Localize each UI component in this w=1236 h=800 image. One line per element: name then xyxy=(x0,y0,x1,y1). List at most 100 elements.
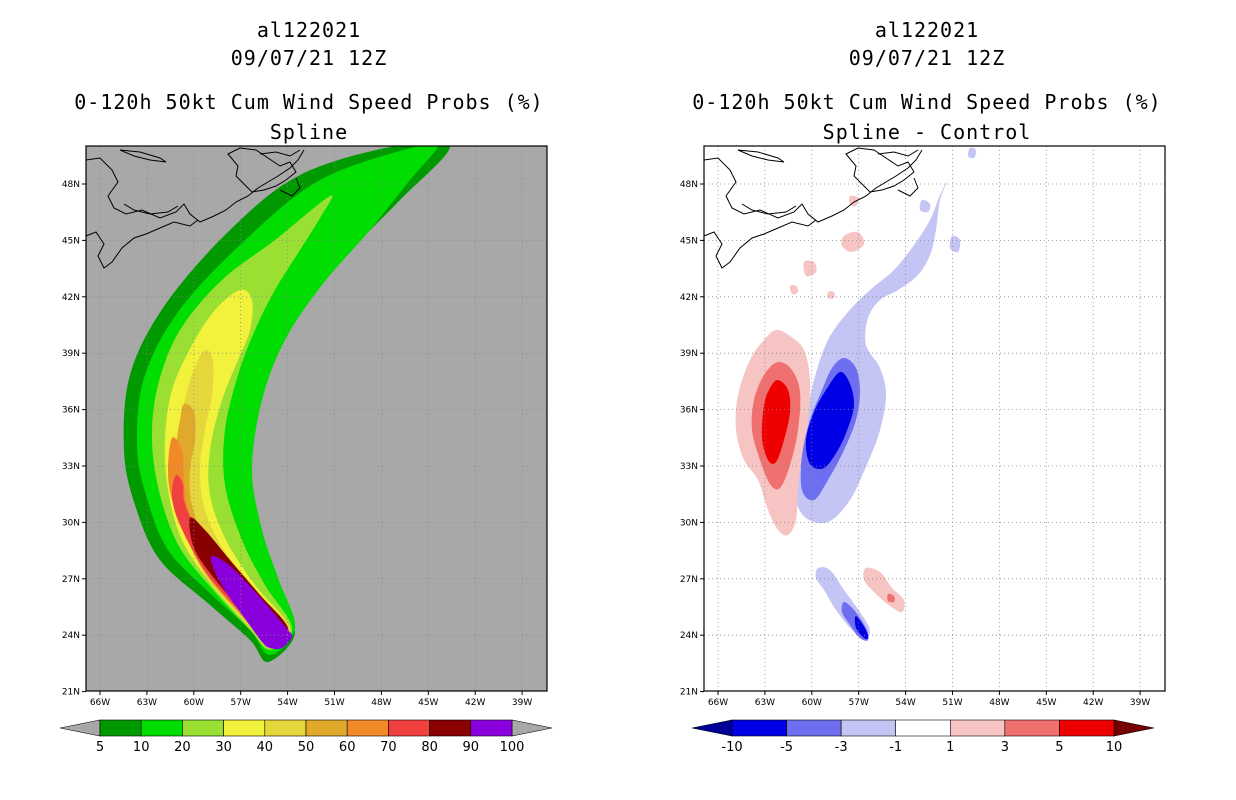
colorbar-swatch xyxy=(1059,719,1115,737)
lat-tick-label: 24N xyxy=(680,631,698,641)
coastline xyxy=(85,147,305,269)
colorbar-swatch xyxy=(388,719,430,737)
lat-tick-label: 39N xyxy=(680,349,698,359)
colorbar-swatch xyxy=(1004,719,1060,737)
lon-tick-label: 60W xyxy=(802,698,822,708)
lat-tick-label: 48N xyxy=(62,180,80,190)
chart-title: 0-120h 50kt Cum Wind Speed Probs (%) xyxy=(692,90,1162,114)
lon-tick-label: 48W xyxy=(989,698,1009,708)
lat-tick-label: 21N xyxy=(680,688,698,698)
lat-tick-label: 30N xyxy=(62,518,80,528)
coastline-segment xyxy=(119,149,167,163)
colorbar-label: 100 xyxy=(500,740,525,755)
lon-tick-label: 45W xyxy=(418,698,438,708)
left-panel: al122021 09/07/21 12Z 0-120h 50kt Cum Wi… xyxy=(59,18,553,755)
right-map: 48N 45N 42N 39N 36N 33N 30N 27N 24N 21N 66W 63W 60W 5… xyxy=(680,145,1166,755)
colorbar-label: 60 xyxy=(339,740,356,755)
colorbar-label: 70 xyxy=(380,740,397,755)
diff-pos-speck xyxy=(789,285,799,295)
colorbar-label: -5 xyxy=(780,740,793,755)
colorbar-end-low xyxy=(59,719,101,737)
coastline-segment xyxy=(897,177,919,197)
diff-neg-strong xyxy=(805,371,855,470)
lat-tick-label: 27N xyxy=(680,575,698,585)
colorbar-label: -3 xyxy=(835,740,848,755)
diff-neg-speck xyxy=(919,199,931,213)
colorbar-label: 10 xyxy=(133,740,150,755)
lon-tick-label: 63W xyxy=(137,698,157,708)
colorbar-label: 5 xyxy=(1055,740,1063,755)
colorbar: -10 -5 -3 -1 1 3 5 10 xyxy=(691,719,1155,755)
gridlines xyxy=(86,146,547,691)
colorbar-swatch xyxy=(305,719,348,737)
lat-tick-label: 42N xyxy=(62,293,80,303)
lon-tick-label: 48W xyxy=(371,698,391,708)
colorbar-label: 10 xyxy=(1106,740,1123,755)
lon-tick-label: 57W xyxy=(849,698,869,708)
colorbar-swatch xyxy=(264,719,307,737)
lon-tick-label: 39W xyxy=(1130,698,1150,708)
colorbar-swatch xyxy=(429,719,472,737)
colorbar-label: -10 xyxy=(721,740,742,755)
probability-contours xyxy=(123,146,451,663)
left-map: 48N 45N 42N 39N 36N 33N 30N 27N 24N 21N 66W 63W 60W 5… xyxy=(59,145,553,755)
chart-title: 0-120h 50kt Cum Wind Speed Probs (%) xyxy=(74,90,544,114)
map-frame xyxy=(85,145,548,692)
coastline-segment xyxy=(845,147,915,193)
colorbar-label: 1 xyxy=(946,740,954,755)
coastline-segment xyxy=(259,149,301,157)
lat-tick-label: 36N xyxy=(62,406,80,416)
lon-tick-label: 60W xyxy=(184,698,204,708)
diff-pos-speck xyxy=(803,260,817,277)
gridlines xyxy=(704,146,1165,691)
storm-id-title: al122021 xyxy=(874,18,980,42)
colorbar-label: -1 xyxy=(889,740,902,755)
colorbar-end-low xyxy=(691,719,733,737)
diff-pos-speck xyxy=(827,291,835,299)
prob-band-40 xyxy=(175,349,291,647)
colorbar-label: 90 xyxy=(463,740,480,755)
coastline-segment xyxy=(703,219,817,269)
storm-id-title: al122021 xyxy=(256,18,362,42)
lon-tick-label: 66W xyxy=(708,698,728,708)
colorbar-end-high xyxy=(1113,719,1155,737)
lat-tick-label: 42N xyxy=(680,293,698,303)
lat-tick-label: 48N xyxy=(680,180,698,190)
lon-tick-label: 51W xyxy=(324,698,344,708)
lat-tick-label: 30N xyxy=(680,518,698,528)
right-panel: al122021 09/07/21 12Z 0-120h 50kt Cum Wi… xyxy=(618,0,1236,800)
coastline-segment xyxy=(741,203,797,215)
lon-tick-label: 54W xyxy=(277,698,297,708)
colorbar-swatch xyxy=(182,719,224,737)
coastline-segment xyxy=(85,149,305,223)
lat-tick-label: 33N xyxy=(680,462,698,472)
colorbar-swatch xyxy=(346,719,389,737)
colorbar-label: 80 xyxy=(421,740,438,755)
lon-tick-label: 51W xyxy=(942,698,962,708)
coastline-segment xyxy=(279,177,301,197)
map-frame xyxy=(703,145,1166,692)
lat-tick-label: 33N xyxy=(62,462,80,472)
coastline xyxy=(703,147,923,269)
coastline-segment xyxy=(227,147,297,193)
axes: 48N 45N 42N 39N 36N 33N 30N 27N 24N 21N 66W 63W 60W 5… xyxy=(62,145,548,708)
colorbar-label: 50 xyxy=(298,740,315,755)
colorbar-label: 3 xyxy=(1001,740,1009,755)
axes: 48N 45N 42N 39N 36N 33N 30N 27N 24N 21N 66W 63W 60W 5… xyxy=(680,145,1166,708)
colorbar-swatch xyxy=(99,719,142,737)
chart-subtitle: Spline xyxy=(269,120,349,144)
coastline-segment xyxy=(877,149,919,157)
lon-tick-label: 42W xyxy=(1083,698,1103,708)
lat-tick-label: 27N xyxy=(62,575,80,585)
colorbar-label: 30 xyxy=(215,740,232,755)
diff-pos-medium-dot xyxy=(887,593,895,603)
colorbar-label: 40 xyxy=(257,740,274,755)
datetime-title: 09/07/21 12Z xyxy=(848,46,1006,70)
colorbar-label: 5 xyxy=(96,740,104,755)
lat-tick-label: 45N xyxy=(680,236,698,246)
lon-tick-label: 39W xyxy=(512,698,532,708)
colorbar: 5 10 20 30 40 50 60 70 80 90 100 xyxy=(59,719,553,755)
lat-tick-label: 45N xyxy=(62,236,80,246)
datetime-title: 09/07/21 12Z xyxy=(230,46,388,70)
colorbar-swatch xyxy=(223,719,266,737)
